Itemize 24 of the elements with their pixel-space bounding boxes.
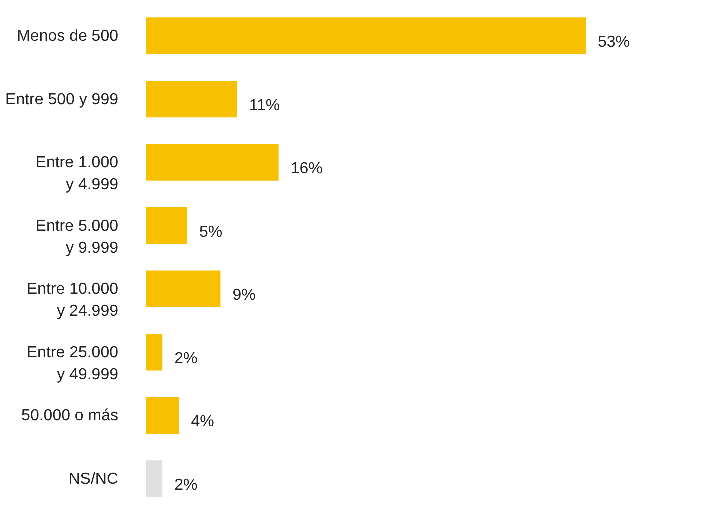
data-label: 2% [174, 350, 198, 368]
bar [146, 334, 163, 371]
y-tick-label: Entre 500 y 999 [6, 91, 119, 108]
y-tick-label: Entre 25.000 y 49.999 [26, 344, 119, 384]
data-label: 2% [174, 476, 198, 494]
bar [146, 18, 586, 54]
y-tick-label: Entre 10.000 y 24.999 [26, 281, 119, 320]
bar [146, 208, 188, 244]
y-tick-label: NS/NC [68, 470, 118, 488]
y-tick-label: Entre 5.000 y 9.999 [36, 218, 119, 257]
bar [146, 80, 238, 118]
data-label: 9% [232, 287, 256, 304]
data-label: 4% [191, 414, 214, 431]
data-label: 16% [290, 160, 323, 178]
y-tick-label: Menos de 500 [17, 28, 119, 46]
y-tick-label: Entre 1.000 y 4.999 [36, 154, 119, 194]
bar [146, 270, 221, 308]
bar [146, 397, 180, 434]
data-label: 53% [598, 34, 630, 52]
data-label: 11% [249, 97, 280, 114]
bar [146, 460, 163, 498]
data-label: 5% [200, 224, 223, 241]
bar [146, 144, 279, 181]
y-tick-label: 50.000 o más [22, 408, 118, 425]
